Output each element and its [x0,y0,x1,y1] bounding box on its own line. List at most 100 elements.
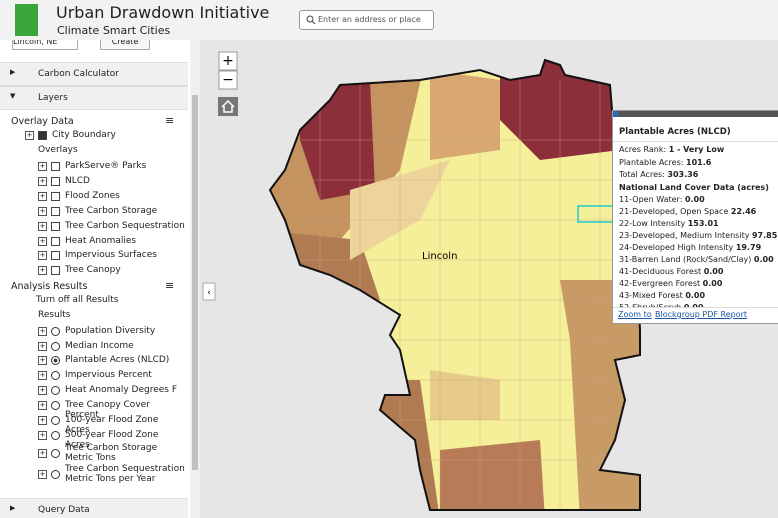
expand-toggle[interactable]: + [38,237,47,246]
popup-row: Plantable Acres: 101.6 [619,158,711,167]
result-item[interactable]: 500-year Flood Zone Acres [65,430,159,450]
menu-icon[interactable]: ≡ [165,114,175,127]
radio[interactable] [51,401,60,410]
checkbox[interactable] [51,177,60,186]
radio[interactable] [51,470,60,479]
result-item[interactable]: Tree Carbon Storage Metric Tons [65,443,158,463]
checkbox[interactable] [51,207,60,216]
menu-icon[interactable]: ≡ [165,279,175,292]
scrollbar[interactable] [190,40,200,518]
overlay-item[interactable]: Tree Canopy [65,265,121,275]
popup-value: 1 - Very Low [668,145,725,154]
header: Urban Drawdown Initiative Climate Smart … [0,0,778,41]
popup-value: 19.79 [735,243,762,252]
query-header[interactable]: Query Data ▶ [0,498,188,518]
radio[interactable] [51,342,60,351]
checkbox[interactable] [51,237,60,246]
expand-toggle[interactable]: + [38,327,47,336]
location-select[interactable]: Lincoln, NE [12,40,78,50]
collapse-sidebar[interactable]: ‹ [202,282,216,301]
popup-value: 97.85 [751,231,778,240]
expand-toggle[interactable]: + [38,356,47,365]
overlay-item[interactable]: Tree Carbon Sequestration [65,221,185,231]
overlay-item[interactable]: Tree Carbon Storage [65,206,158,216]
expand-toggle[interactable]: + [38,431,47,440]
radio[interactable] [51,371,60,380]
expand-toggle[interactable]: + [38,470,47,479]
checkbox[interactable] [51,222,60,231]
expand-toggle[interactable]: + [25,131,34,140]
home-button[interactable] [218,97,238,116]
radio[interactable] [51,449,60,458]
result-item[interactable]: Plantable Acres (NLCD) [65,355,170,365]
result-item[interactable]: Tree Canopy Cover Percent [65,400,150,420]
popup-section: National Land Cover Data (acres) [619,182,769,192]
caret: ▶ [10,68,16,76]
checkbox[interactable] [51,162,60,171]
search-box[interactable]: Enter an address or place [299,10,434,30]
city-boundary-outline [268,58,641,511]
create-button[interactable]: Create [100,40,150,50]
turn-off-results[interactable]: Turn off all Results [36,295,119,305]
overlay-item[interactable]: Flood Zones [65,191,120,201]
popup-value: 153.01 [687,219,719,228]
result-item[interactable]: Median Income [65,341,134,351]
zoom-out[interactable]: − [218,70,238,90]
expand-toggle[interactable]: + [38,401,47,410]
result-item[interactable]: 100-year Flood Zone Acres [65,415,159,435]
overlay-item[interactable]: ParkServe® Parks [65,161,147,171]
overlay-title: Overlay Data [11,116,74,127]
popup-label: 43-Mixed Forest [619,291,683,300]
result-item[interactable]: Tree Carbon Sequestration Metric Tons pe… [65,464,185,484]
result-item[interactable]: Impervious Percent [65,370,152,380]
popup-label: 22-Low Intensity [619,219,686,228]
popup-title: Plantable Acres (NLCD) [619,127,731,137]
checkbox-checked[interactable] [38,131,47,140]
popup-label: 24-Developed High Intensity [619,243,734,252]
section-label: Query Data [38,505,90,515]
expand-toggle[interactable]: + [38,251,47,260]
expand-toggle[interactable]: + [38,207,47,216]
report-link[interactable]: Blockgroup PDF Report [655,310,748,319]
popup-label: 11-Open Water: [619,195,683,204]
scroll-thumb[interactable] [192,95,198,470]
expand-toggle[interactable]: + [38,162,47,171]
results-folder[interactable]: Results [38,310,71,320]
checkbox[interactable] [51,192,60,201]
popup-row: 31-Barren Land (Rock/Sand/Clay) 0.00 [619,255,774,264]
zoom-in[interactable]: + [218,51,238,71]
popup-row: 43-Mixed Forest 0.00 [619,291,705,300]
expand-toggle[interactable]: + [38,192,47,201]
radio[interactable] [51,327,60,336]
zoom-link[interactable]: Zoom to [618,310,652,319]
overlay-item[interactable]: Heat Anomalies [65,236,137,246]
expand-toggle[interactable]: + [38,449,47,458]
expand-toggle[interactable]: + [38,266,47,275]
expand-toggle[interactable]: + [38,342,47,351]
overlay-item[interactable]: Impervious Surfaces [65,250,157,260]
overlay-item[interactable]: NLCD [65,176,90,186]
radio[interactable] [51,416,60,425]
expand-toggle[interactable]: + [38,222,47,231]
popup-value: 303.36 [667,170,699,179]
expand-toggle[interactable]: + [38,386,47,395]
carbon-calculator-header[interactable]: Carbon Calculator ▶ [0,62,188,86]
section-label: Layers [38,93,68,103]
checkbox[interactable] [51,251,60,260]
sidebar: Lincoln, NE Create Carbon Calculator ▶ La… [0,40,200,518]
layers-header[interactable]: Layers ▼ [0,86,188,110]
expand-toggle[interactable]: + [38,177,47,186]
checkbox[interactable] [51,266,60,275]
radio-selected[interactable] [51,356,60,365]
result-item[interactable]: Population Diversity [65,326,156,336]
popup-row: 23-Developed, Medium Intensity 97.85 [619,231,777,240]
result-item[interactable]: Heat Anomaly Degrees F [65,385,178,395]
radio[interactable] [51,386,60,395]
city-boundary[interactable]: City Boundary [52,130,116,140]
overlays-folder[interactable]: Overlays [38,145,78,155]
radio[interactable] [51,431,60,440]
expand-toggle[interactable]: + [38,416,47,425]
expand-toggle[interactable]: + [38,371,47,380]
app-subtitle: Climate Smart Cities [57,24,171,37]
popup-row: 24-Developed High Intensity 19.79 [619,243,761,252]
